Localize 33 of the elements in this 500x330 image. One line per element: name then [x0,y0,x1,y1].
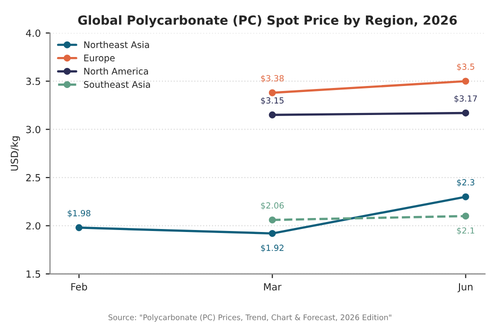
legend-label: Southeast Asia [84,80,150,88]
point [462,110,470,116]
legend-label: Northeast Asia [84,41,149,48]
point [462,78,470,85]
y-tick-label: 2.5 [26,174,40,182]
y-tick-label: 4.0 [26,29,40,37]
data-label: $2.06 [261,202,284,210]
y-tick-label: 1.5 [26,270,40,278]
y-axis-title: USD/kg [10,136,20,171]
y-tick-label: 3.0 [26,126,40,134]
legend-label: Europe [84,54,115,64]
y-tick-label: 3.5 [26,78,40,86]
chart-title: Global Polycarbonate (PC) Spot Price by Region, 2026 [78,15,457,28]
data-label: $1.98 [68,210,90,218]
data-label: $1.92 [261,244,284,252]
data-label: $2.3 [457,179,474,187]
point [268,230,276,237]
point [268,89,276,96]
x-tick-label: Jun [458,283,472,292]
y-tick-label: 2.0 [26,222,40,230]
point [76,224,82,232]
point [268,111,276,118]
point [462,193,470,200]
data-label: $2.1 [457,227,474,235]
point [268,216,276,224]
data-label: $3.38 [261,74,284,83]
point [462,212,470,220]
x-tick-label: Feb [71,282,88,290]
data-label: $3.15 [261,97,284,105]
data-label: $3.17 [454,95,477,103]
legend-label: North America [84,68,148,75]
data-label: $3.5 [457,63,474,71]
x-tick-label: Mar [264,283,282,290]
